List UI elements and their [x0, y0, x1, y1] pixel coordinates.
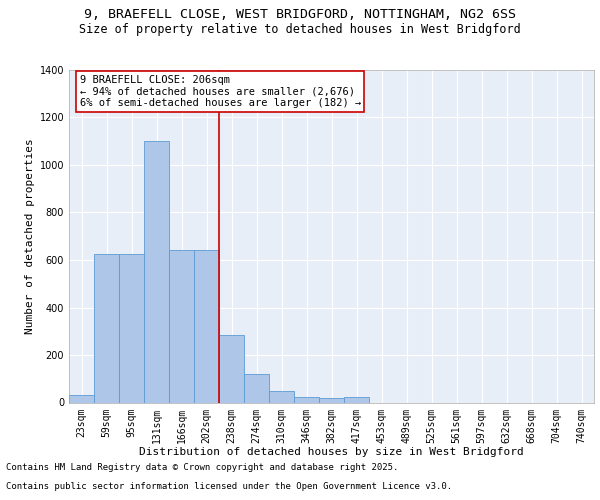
- Bar: [144, 141, 169, 403]
- Bar: [344, 396, 369, 402]
- Bar: [219, 335, 244, 402]
- Text: Contains public sector information licensed under the Open Government Licence v3: Contains public sector information licen…: [6, 482, 452, 491]
- Bar: [69, 396, 94, 402]
- X-axis label: Distribution of detached houses by size in West Bridgford: Distribution of detached houses by size …: [139, 447, 524, 457]
- Text: 9 BRAEFELL CLOSE: 206sqm
← 94% of detached houses are smaller (2,676)
6% of semi: 9 BRAEFELL CLOSE: 206sqm ← 94% of detach…: [79, 75, 361, 108]
- Bar: [169, 250, 194, 402]
- Bar: [94, 254, 119, 402]
- Bar: [319, 398, 344, 402]
- Bar: [119, 254, 144, 402]
- Bar: [244, 374, 269, 402]
- Bar: [269, 390, 294, 402]
- Bar: [294, 396, 319, 402]
- Text: Size of property relative to detached houses in West Bridgford: Size of property relative to detached ho…: [79, 22, 521, 36]
- Text: Contains HM Land Registry data © Crown copyright and database right 2025.: Contains HM Land Registry data © Crown c…: [6, 464, 398, 472]
- Bar: [194, 250, 219, 402]
- Text: 9, BRAEFELL CLOSE, WEST BRIDGFORD, NOTTINGHAM, NG2 6SS: 9, BRAEFELL CLOSE, WEST BRIDGFORD, NOTTI…: [84, 8, 516, 20]
- Y-axis label: Number of detached properties: Number of detached properties: [25, 138, 35, 334]
